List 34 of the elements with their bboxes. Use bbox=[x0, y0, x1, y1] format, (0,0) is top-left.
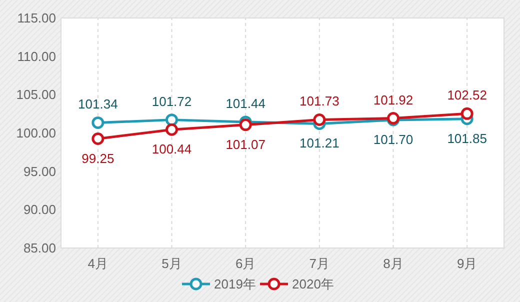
data-label: 101.34 bbox=[78, 96, 118, 112]
x-tick-label: 6月 bbox=[235, 256, 256, 271]
data-label: 101.85 bbox=[447, 130, 487, 146]
x-tick-label: 7月 bbox=[309, 256, 330, 271]
point bbox=[239, 118, 252, 132]
data-label: 101.44 bbox=[226, 96, 266, 111]
data-label: 100.44 bbox=[152, 142, 192, 157]
x-tick-label: 8月 bbox=[383, 256, 404, 271]
data-label: 101.07 bbox=[226, 136, 266, 152]
y-tick-label: 110.00 bbox=[17, 48, 56, 64]
x-tick-label: 5月 bbox=[162, 256, 182, 271]
x-tick-label: 9月 bbox=[456, 256, 478, 271]
point bbox=[460, 107, 474, 120]
point bbox=[166, 114, 178, 126]
y-tick-label: 100.00 bbox=[16, 126, 56, 141]
legend-label: 2020年 bbox=[292, 276, 334, 292]
point bbox=[166, 123, 178, 136]
data-label: 101.72 bbox=[152, 94, 192, 109]
y-tick-label: 105.00 bbox=[16, 87, 56, 102]
data-label: 101.92 bbox=[373, 92, 414, 108]
legend-label: 2019年 bbox=[214, 276, 256, 292]
y-tick-label: 85.00 bbox=[23, 240, 56, 256]
y-tick-label: 90.00 bbox=[23, 202, 56, 218]
data-label: 101.21 bbox=[300, 136, 340, 151]
point bbox=[92, 132, 104, 145]
point bbox=[313, 113, 326, 126]
data-label: 101.70 bbox=[373, 132, 414, 147]
data-label: 99.25 bbox=[82, 150, 114, 166]
x-tick-label: 4月 bbox=[88, 256, 108, 271]
point bbox=[92, 116, 104, 129]
y-tick-label: 115.00 bbox=[17, 10, 56, 26]
data-label: 101.73 bbox=[300, 94, 340, 109]
y-tick-label: 95.00 bbox=[23, 164, 56, 179]
data-label: 102.52 bbox=[447, 88, 487, 103]
